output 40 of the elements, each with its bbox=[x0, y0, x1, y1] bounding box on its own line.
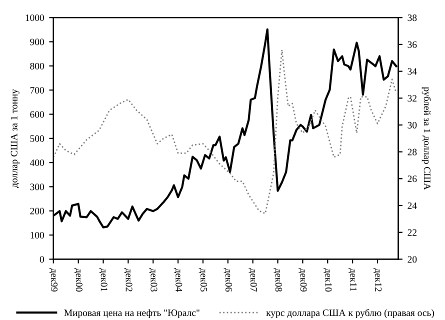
y-tick-label: 0 bbox=[40, 256, 44, 263]
x-tick-label: дек09 bbox=[298, 268, 307, 292]
y2-tick-label: 20 bbox=[408, 256, 417, 263]
x-tick-label: дек07 bbox=[248, 268, 257, 292]
line-series bbox=[53, 49, 397, 214]
y2-tick-label: 30 bbox=[408, 122, 417, 128]
y-axis-title: доллар США за 1 тонну bbox=[10, 89, 20, 188]
x-tick-label: дек00 bbox=[74, 268, 82, 292]
y-tick-label: 100 bbox=[30, 232, 44, 239]
y2-tick-label: 26 bbox=[408, 176, 417, 182]
y2-tick-label: 34 bbox=[408, 68, 417, 75]
y-tick-label: 1000 bbox=[26, 14, 44, 22]
y2-tick-label: 38 bbox=[408, 14, 417, 22]
x-tick-label: дек11 bbox=[348, 268, 357, 291]
y2-tick-label: 24 bbox=[408, 202, 417, 209]
x-tick-label: дек05 bbox=[198, 268, 208, 292]
y-tick-label: 200 bbox=[30, 208, 44, 214]
x-tick-label: дек03 bbox=[148, 268, 158, 292]
y-tick-label: 300 bbox=[30, 184, 44, 190]
y-tick-label: 800 bbox=[30, 62, 44, 70]
y-tick-label: 600 bbox=[30, 111, 44, 118]
y2-tick-label: 22 bbox=[408, 229, 416, 236]
x-tick-label: дек04 bbox=[174, 268, 182, 292]
x-tick-label: дек10 bbox=[323, 268, 332, 292]
x-tick-label: дек08 bbox=[274, 268, 282, 292]
y-tick-label: 700 bbox=[30, 86, 44, 94]
legend-label: курс доллара США к рублю (правая ось) bbox=[266, 309, 434, 318]
y-tick-label: 400 bbox=[30, 159, 44, 166]
y2-axis-title: рублей за 1 доллар США bbox=[422, 86, 431, 190]
x-tick-label: дек06 bbox=[224, 268, 232, 292]
x-tick-label: дек02 bbox=[124, 268, 132, 292]
y2-tick-label: 28 bbox=[408, 148, 417, 156]
y2-tick-label: 32 bbox=[408, 95, 416, 102]
x-tick-label: дек12 bbox=[373, 268, 382, 292]
x-tick-label: дек01 bbox=[99, 268, 108, 292]
y2-tick-label: 36 bbox=[408, 41, 417, 48]
y-tick-label: 900 bbox=[30, 38, 44, 46]
legend-label: Мировая цена на нефть "Юралс" bbox=[64, 309, 200, 318]
y-tick-label: 500 bbox=[30, 135, 44, 142]
x-tick-label: дек99 bbox=[49, 268, 58, 292]
